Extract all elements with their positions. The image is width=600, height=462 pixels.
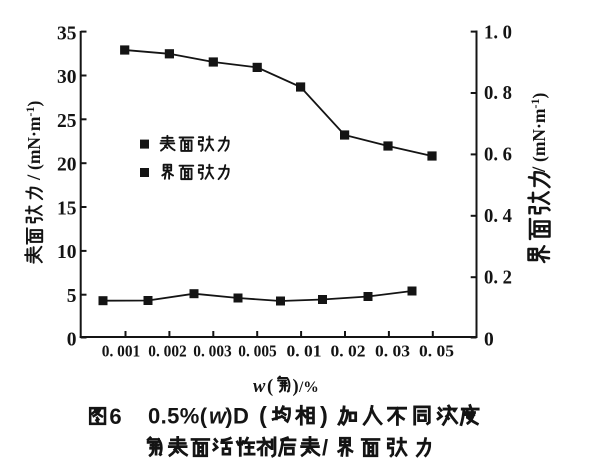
svg-text:0. 03: 0. 03 <box>375 342 410 361</box>
svg-text:)D: )D <box>225 404 249 429</box>
svg-text:/: / <box>529 166 550 173</box>
svg-text:): ) <box>293 377 299 397</box>
svg-text:0. 01: 0. 01 <box>287 342 322 361</box>
svg-text:5: 5 <box>67 286 77 307</box>
svg-text:w: w <box>209 404 228 429</box>
svg-text:0: 0 <box>484 329 494 350</box>
svg-text:0. 2: 0. 2 <box>484 267 512 288</box>
svg-text:35: 35 <box>57 23 77 44</box>
svg-text:0. 002: 0. 002 <box>148 342 187 361</box>
svg-text:(mN·m-1): (mN·m-1) <box>528 93 549 162</box>
svg-text:/%: /% <box>298 379 319 396</box>
svg-text:0.5%(: 0.5%( <box>148 404 208 429</box>
svg-text:(mN·m-1): (mN·m-1) <box>23 101 44 170</box>
svg-text:6: 6 <box>109 404 121 429</box>
svg-text:(: ( <box>259 402 267 428</box>
svg-text:/: / <box>24 174 45 181</box>
svg-text:0. 001: 0. 001 <box>102 342 141 361</box>
svg-text:0. 02: 0. 02 <box>331 342 366 361</box>
svg-text:15: 15 <box>57 198 77 219</box>
svg-text:0. 4: 0. 4 <box>484 206 512 227</box>
svg-text:0. 003: 0. 003 <box>193 342 232 361</box>
svg-text:10: 10 <box>57 242 77 263</box>
svg-text:20: 20 <box>57 155 77 176</box>
svg-text:w: w <box>253 377 266 397</box>
svg-text:0. 05: 0. 05 <box>419 342 454 361</box>
svg-text:1. 0: 1. 0 <box>484 22 512 43</box>
svg-text:(: ( <box>267 377 273 397</box>
svg-text:): ) <box>320 402 328 428</box>
svg-text:0. 005: 0. 005 <box>238 342 277 361</box>
svg-text:25: 25 <box>57 111 77 132</box>
svg-text:0. 8: 0. 8 <box>484 83 512 104</box>
svg-text:30: 30 <box>57 67 77 88</box>
svg-text:/: / <box>322 435 328 460</box>
svg-text:0: 0 <box>67 330 77 351</box>
svg-text:0. 6: 0. 6 <box>484 144 512 165</box>
